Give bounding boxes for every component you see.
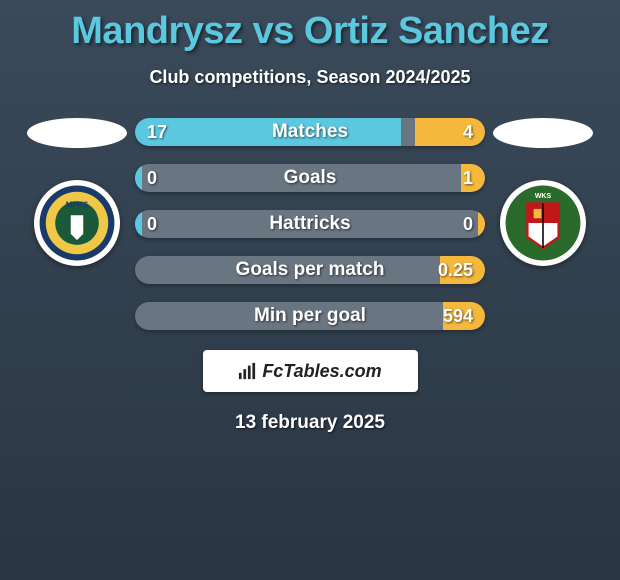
stat-bar-left (135, 118, 401, 146)
svg-text:MPKS: MPKS (66, 200, 89, 209)
stat-row: Min per goal594 (135, 302, 485, 330)
stats-bars: 17Matches40Goals10Hattricks0Goals per ma… (135, 118, 485, 330)
page-title: Mandrysz vs Ortiz Sanchez (0, 0, 620, 53)
stat-bar-left (135, 210, 142, 238)
stat-bar-right (443, 302, 485, 330)
stat-row: 17Matches4 (135, 118, 485, 146)
stat-label: Hattricks (135, 213, 485, 235)
stat-row: 0Goals1 (135, 164, 485, 192)
right-club-crest: WKS (500, 180, 586, 266)
stat-bar-right (478, 210, 485, 238)
stat-value-left: 0 (147, 214, 157, 235)
stat-bar-right (440, 256, 486, 284)
left-player-column: MPKS (27, 118, 127, 266)
comparison-area: MPKS 17Matches40Goals10Hattricks0Goals p… (0, 118, 620, 330)
brand-chart-icon (238, 362, 256, 380)
stat-bar-left (135, 164, 142, 192)
brand-badge: FcTables.com (203, 350, 418, 392)
stat-value-right: 0 (463, 214, 473, 235)
stat-label: Goals (135, 167, 485, 189)
stat-label: Min per goal (135, 305, 485, 327)
stat-value-left: 0 (147, 168, 157, 189)
right-player-silhouette (493, 118, 593, 148)
right-crest-icon: WKS (504, 184, 582, 262)
stat-bar-right (461, 164, 486, 192)
stat-bar-right (415, 118, 485, 146)
left-club-crest: MPKS (34, 180, 120, 266)
left-player-silhouette (27, 118, 127, 148)
date-label: 13 february 2025 (0, 412, 620, 434)
stat-label: Goals per match (135, 259, 485, 281)
stat-row: Goals per match0.25 (135, 256, 485, 284)
svg-text:WKS: WKS (535, 193, 552, 200)
right-player-column: WKS (493, 118, 593, 266)
left-crest-icon: MPKS (38, 184, 116, 262)
subtitle: Club competitions, Season 2024/2025 (0, 67, 620, 88)
brand-text: FcTables.com (262, 361, 381, 382)
stat-row: 0Hattricks0 (135, 210, 485, 238)
